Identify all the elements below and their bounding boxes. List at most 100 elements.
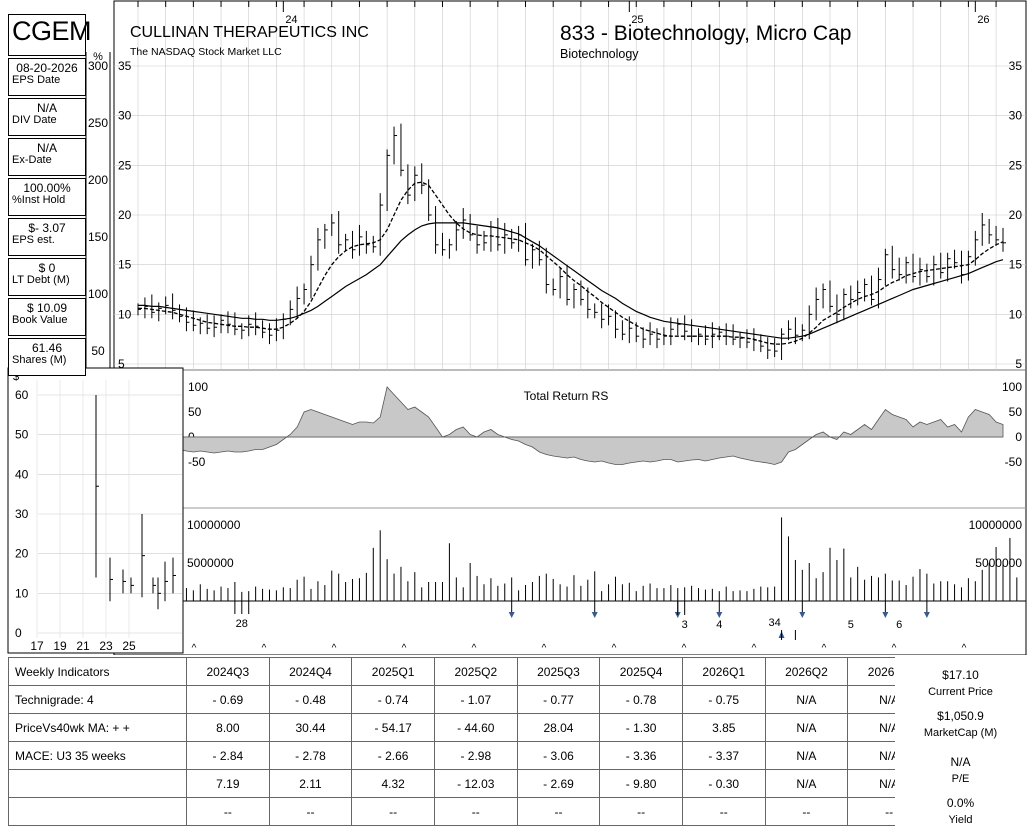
side-item: $- 3.07 EPS est.	[8, 218, 86, 256]
price-tick-label: 25	[118, 158, 132, 172]
side-item: 61.46 Shares (M)	[8, 338, 86, 376]
caret-mark: ^	[542, 643, 547, 654]
marker-label: 6	[896, 619, 902, 631]
value-cell: --	[681, 797, 766, 826]
inset-y-tick-label: 60	[15, 388, 29, 402]
side-item-value: $ 0	[38, 261, 56, 275]
value-cell: N/A	[764, 685, 849, 714]
price-tick-label: 5	[118, 357, 125, 371]
price-tick-label: 10	[1009, 307, 1023, 321]
row-label-cell: Technigrade: 4	[8, 685, 187, 714]
value-cell: N/A	[764, 769, 849, 798]
marker-label: 3	[682, 619, 688, 631]
pct-axis-label: %	[93, 51, 103, 63]
caret-mark: ^	[752, 643, 757, 654]
side-item-value: $- 3.07	[28, 221, 66, 235]
value-cell: N/A	[764, 713, 849, 742]
side-item-label: LT Debt (M)	[12, 274, 70, 286]
rs-tick-label: -50	[1005, 455, 1023, 469]
value-cell: - 2.98	[433, 741, 518, 770]
value-cell: - 54.17	[351, 713, 435, 742]
value-cell: - 2.66	[351, 741, 435, 770]
side-item: $ 10.09 Book Value	[8, 298, 86, 336]
value-cell: - 0.48	[268, 685, 353, 714]
price-tick-label: 5	[1015, 357, 1022, 371]
pct-tick-label: 250	[88, 116, 108, 130]
price-bars	[137, 123, 1006, 361]
value-cell: --	[599, 797, 683, 826]
value-cell: - 1.30	[599, 713, 683, 742]
caret-mark: ^	[402, 643, 407, 654]
value-cell: 2024Q3	[186, 657, 270, 686]
year-label: 25	[631, 14, 643, 26]
value-cell: 3.85	[681, 713, 766, 742]
caret-mark: ^	[892, 643, 897, 654]
side-item-value: 100.00%	[23, 181, 71, 195]
rs-tick-label: 100	[188, 380, 208, 394]
company-name: CULLINAN THERAPEUTICS INC	[130, 24, 369, 41]
pct-tick-label: 300	[88, 59, 108, 73]
row-label-cell	[8, 769, 187, 798]
value-cell: N/A	[764, 741, 849, 770]
down-marker	[508, 612, 515, 618]
value-cell: 2.11	[268, 769, 353, 798]
current-price: $17.10	[942, 668, 979, 682]
table-row: Technigrade: 4- 0.69- 0.48- 0.74- 1.07- …	[8, 685, 1026, 714]
marker-label: 4	[716, 619, 722, 631]
rs-panel: Total Return RS100100505000-50-50	[137, 380, 1023, 469]
table-row: 7.19 2.11 4.32- 12.03- 2.69- 9.80- 0.30 N/A…	[8, 769, 1026, 798]
value-cell: --	[764, 797, 849, 826]
down-marker	[882, 612, 889, 618]
row-label-cell: PriceVs40wk MA: + +	[8, 713, 187, 742]
price-tick-label: 20	[1009, 208, 1023, 222]
value-cell: - 2.69	[516, 769, 601, 798]
side-item-label: DIV Date	[12, 114, 57, 126]
side-item-value: 61.46	[31, 341, 63, 355]
caret-mark: ^	[262, 643, 267, 654]
price-tick-label: 15	[118, 258, 132, 272]
value-cell: 30.44	[268, 713, 353, 742]
inset-ylabel: $	[13, 371, 19, 383]
table-row: ------------------DIV	[8, 797, 1026, 826]
down-marker	[591, 612, 598, 618]
value-cell: --	[433, 797, 518, 826]
price-axis-left: 35 30 25 20 15 10 5	[118, 59, 132, 371]
value-cell: - 3.36	[599, 741, 683, 770]
price-summary-panel: $17.10 Current Price $1,050.9 MarketCap …	[895, 657, 1026, 831]
table-header-row: Weekly Indicators 2024Q3 2024Q4 2025Q1 2025Q…	[8, 657, 1026, 686]
inset-y-tick-label: 40	[15, 467, 29, 481]
industry-subgroup: Biotechnology	[560, 47, 639, 61]
caret-mark: ^	[192, 643, 197, 654]
rs-tick-label: 100	[1002, 380, 1022, 394]
row-label-cell	[8, 797, 187, 826]
pct-axis: %300 250 200 150 100 50	[85, 51, 111, 370]
value-cell: 2025Q2	[433, 657, 518, 686]
inset-y-tick-label: 0	[15, 626, 22, 640]
price-tick-label: 35	[118, 59, 132, 73]
price-axis-right: 35 30 25 20 15 10 5	[1009, 59, 1023, 371]
value-cell: - 3.06	[516, 741, 601, 770]
side-item-label: Shares (M)	[12, 354, 67, 366]
value-cell: - 0.74	[351, 685, 435, 714]
row-label-cell: Weekly Indicators	[8, 657, 187, 686]
ma10-line	[138, 181, 1004, 345]
caret-mark: ^	[682, 643, 687, 654]
marker-label: 5	[848, 619, 854, 631]
price-tick-label: 30	[1009, 109, 1023, 123]
rs-tick-label: -50	[188, 455, 206, 469]
ticker-symbol: CGEM	[12, 16, 92, 46]
side-item-value: $ 10.09	[26, 301, 68, 315]
side-item-value: N/A	[36, 101, 57, 115]
caret-mark: ^	[962, 643, 967, 654]
price-tick-label: 15	[1009, 258, 1023, 272]
value-cell: 2025Q1	[351, 657, 435, 686]
value-cell: --	[268, 797, 353, 826]
value-cell: - 2.84	[186, 741, 270, 770]
value-cell: 4.32	[351, 769, 435, 798]
value-cell: - 12.03	[433, 769, 518, 798]
value-cell: - 0.78	[599, 685, 683, 714]
yield-value: 0.0%	[946, 796, 975, 810]
chart-frame	[113, 0, 1027, 655]
rs-tick-label: 50	[1009, 405, 1023, 419]
inset-y-tick-label: 10	[15, 586, 29, 600]
